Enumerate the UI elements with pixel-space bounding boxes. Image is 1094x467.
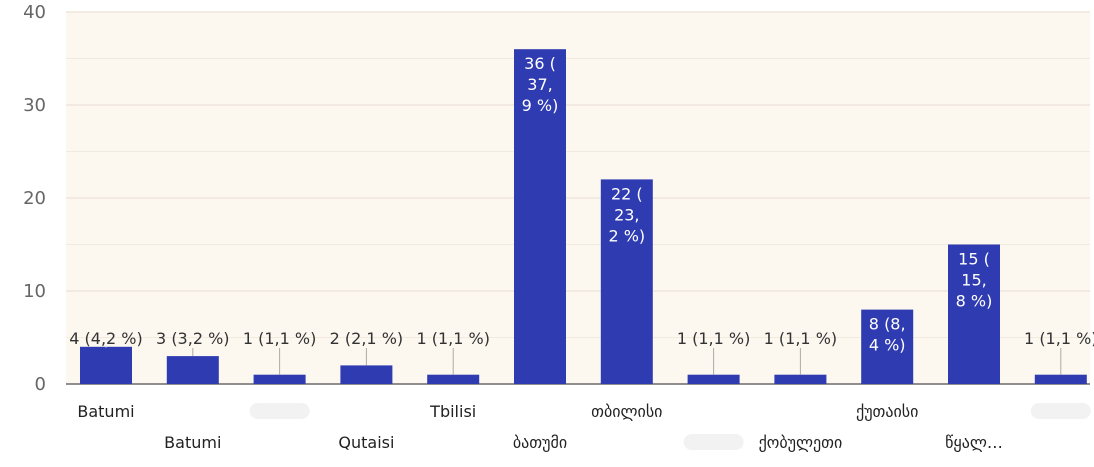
category-label-1: Batumi (164, 433, 221, 452)
category-label-5: ბათუმი (513, 433, 567, 452)
bar-value-label-0: 4 (4,2 %) (69, 329, 142, 348)
y-tick-label-0: 0 (35, 374, 46, 395)
bar-value-label-4: 1 (1,1 %) (416, 329, 489, 348)
category-label-3: Qutaisi (338, 433, 394, 452)
y-tick-label-1: 10 (23, 281, 46, 302)
y-tick-label-4: 40 (23, 2, 46, 23)
bar-value-label-3: 2 (2,1 %) (330, 329, 403, 348)
category-label-0: Batumi (77, 402, 134, 421)
bar-value-label-11: 1 (1,1 %) (1024, 329, 1094, 348)
bar-0 (80, 347, 132, 384)
bar-8 (774, 375, 826, 384)
bar-1 (167, 356, 219, 384)
bar-value-label-2: 1 (1,1 %) (243, 329, 316, 348)
y-tick-label-2: 20 (23, 188, 46, 209)
bar-4 (427, 375, 479, 384)
y-tick-label-3: 30 (23, 95, 46, 116)
category-label-8: ქობულეთი (759, 433, 843, 452)
category-label-blurred-7 (684, 434, 744, 450)
category-label-10: წყალ… (945, 433, 1003, 452)
bar-7 (688, 375, 740, 384)
category-label-9: ქუთაისი (856, 402, 918, 421)
bar-2 (254, 375, 306, 384)
bar-11 (1035, 375, 1087, 384)
category-label-blurred-2 (250, 403, 310, 419)
bar-value-label-7: 1 (1,1 %) (677, 329, 750, 348)
bar-3 (340, 365, 392, 384)
category-label-4: Tbilisi (429, 402, 476, 421)
category-label-blurred-11 (1031, 403, 1091, 419)
bar-value-label-1: 3 (3,2 %) (156, 329, 229, 348)
bar-value-label-8: 1 (1,1 %) (764, 329, 837, 348)
category-label-6: თბილისი (591, 402, 662, 421)
